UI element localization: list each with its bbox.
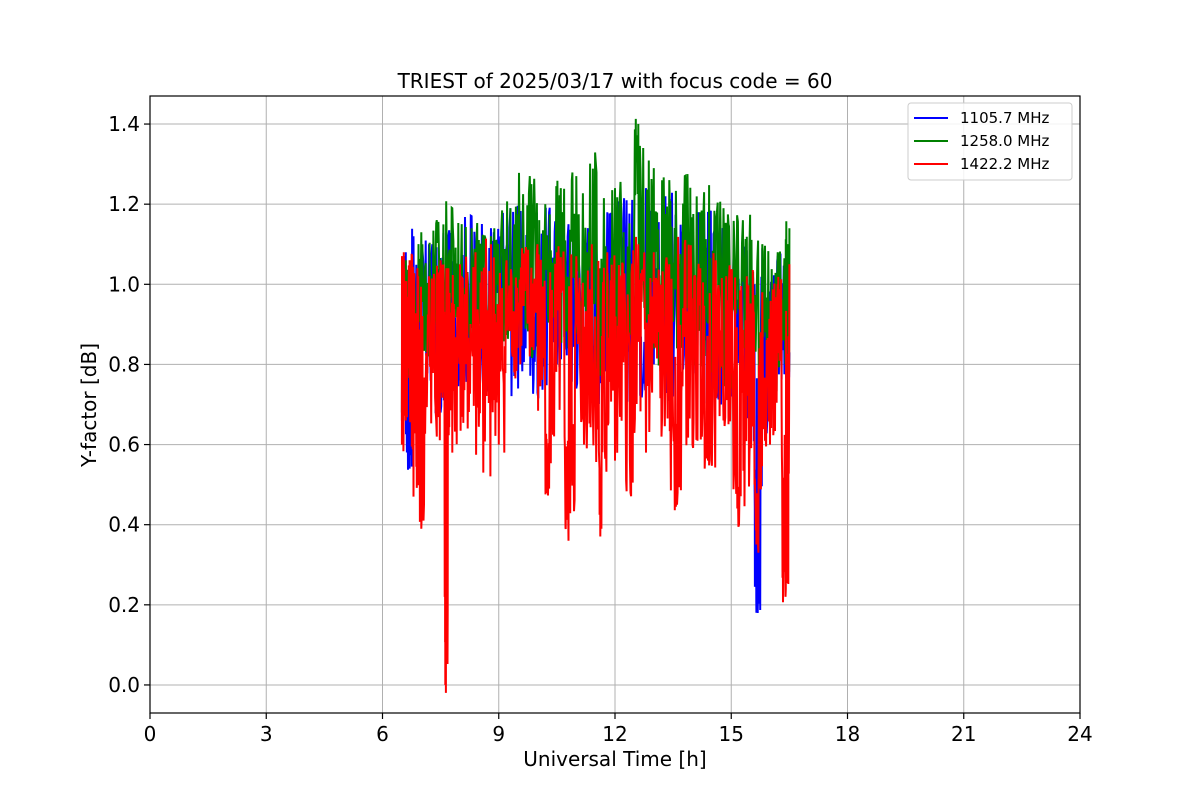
x-tick-label: 12	[602, 722, 627, 746]
axes: 0 3 6 9 12 15 18 21 24 0.0 0.2 0.4 0.6 0.8 1.0 1.2 1.4	[108, 95, 1093, 746]
legend-label: 1105.7 MHz	[960, 109, 1049, 127]
y-tick-label: 0.8	[108, 352, 140, 376]
y-tick-label: 1.4	[108, 112, 140, 136]
series-line-2	[400, 118, 791, 413]
plot-area	[400, 118, 791, 693]
x-tick-label: 0	[144, 722, 157, 746]
y-tick-label: 0.6	[108, 433, 140, 457]
y-tick-label: 0.2	[108, 593, 140, 617]
y-tick-label: 1.2	[108, 192, 140, 216]
legend: 1105.7 MHz 1258.0 MHz 1422.2 MHz	[907, 102, 1073, 181]
y-tick-label: 0.0	[108, 673, 140, 697]
y-axis-label: Y-factor [dB]	[77, 343, 101, 468]
chart-title: TRIEST of 2025/03/17 with focus code = 6…	[397, 69, 833, 93]
x-tick-label: 18	[835, 722, 860, 746]
x-tick-label: 9	[492, 722, 505, 746]
series-group	[400, 118, 791, 693]
y-tick-label: 1.0	[108, 272, 140, 296]
x-tick-label: 24	[1067, 722, 1092, 746]
x-axis-label: Universal Time [h]	[523, 747, 706, 771]
legend-box	[907, 102, 1073, 181]
y-tick-label: 0.4	[108, 513, 140, 537]
x-tick-label: 3	[260, 722, 273, 746]
x-tick-label: 15	[719, 722, 744, 746]
x-tick-label: 6	[376, 722, 389, 746]
series-line-3	[400, 236, 791, 693]
x-tick-label: 21	[951, 722, 976, 746]
legend-label: 1258.0 MHz	[960, 132, 1049, 150]
legend-label: 1422.2 MHz	[960, 155, 1049, 173]
